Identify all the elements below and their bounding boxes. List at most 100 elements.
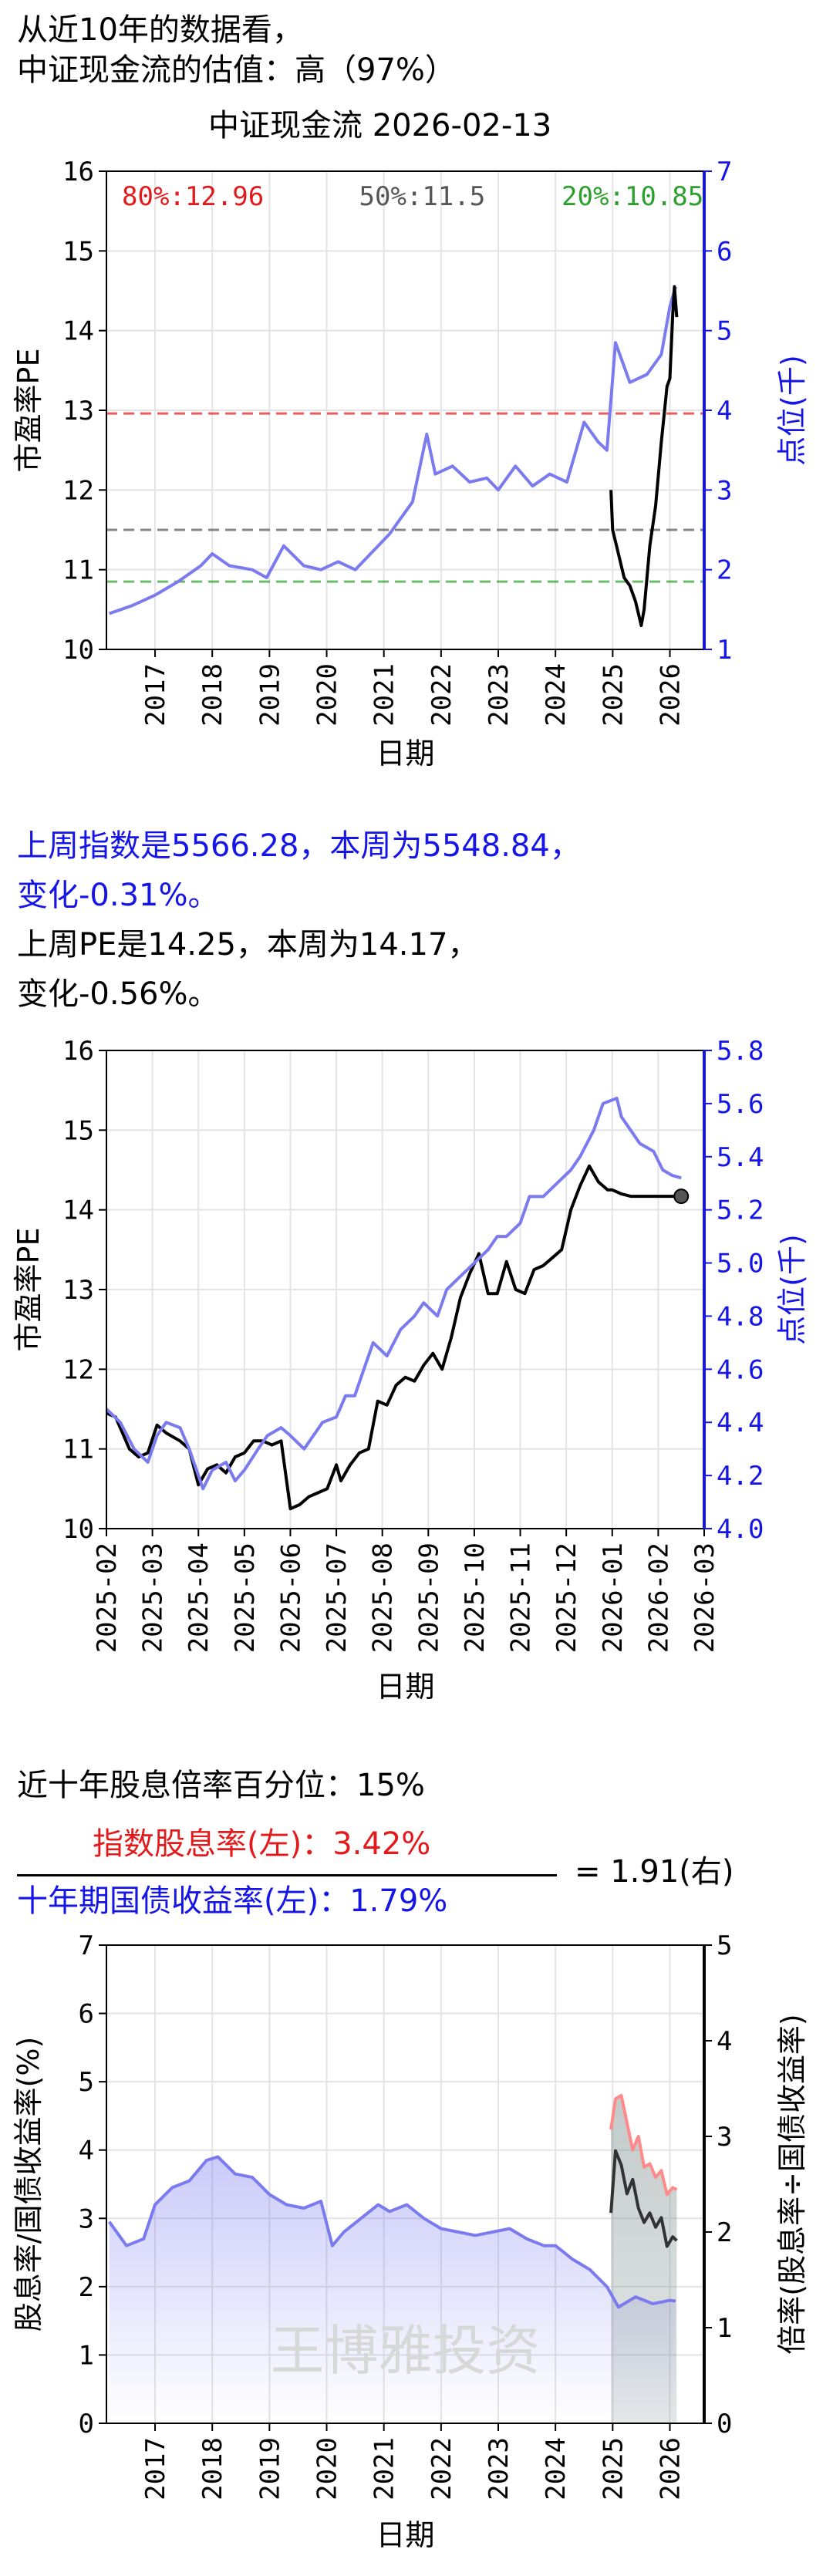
x-tick-label: 2021	[369, 2437, 400, 2500]
x-tick-label: 2020	[312, 663, 343, 727]
y-tick-label-left: 7	[79, 1930, 94, 1961]
x-tick-label: 2025	[598, 2437, 629, 2500]
y-tick-label-right: 5.6	[717, 1089, 764, 1120]
y-tick-label-right: 3	[717, 475, 732, 506]
y-tick-label-right: 2	[717, 555, 732, 586]
y-tick-label-right: 5.4	[717, 1142, 764, 1173]
x-tick-label: 2026-01	[598, 1543, 629, 1653]
y-tick-label-right: 4.0	[717, 1514, 764, 1545]
y-tick-label-right: 5	[717, 316, 732, 347]
y-tick-label-right: 1	[717, 2313, 732, 2344]
y-tick-label-left: 2	[79, 2272, 94, 2303]
y-tick-label-right: 4.8	[717, 1301, 764, 1332]
y-tick-label-left: 11	[62, 1435, 94, 1465]
latest-point-marker	[673, 1189, 690, 1205]
y-tick-label-right: 7	[717, 157, 732, 187]
x-tick-label: 2026-02	[643, 1543, 674, 1653]
y-tick-label-right: 1	[717, 635, 732, 666]
y-axis-label-left: 市盈率PE	[12, 349, 46, 473]
series-line-0	[109, 286, 677, 615]
y-axis-label-right: 点位(千)	[775, 1234, 809, 1345]
series-line-0	[106, 1164, 682, 1511]
y-tick-label-right: 5.0	[717, 1249, 764, 1280]
x-tick-label: 2017	[140, 663, 171, 727]
x-tick-label: 2025-07	[322, 1543, 352, 1653]
y-tick-label-left: 0	[79, 2409, 94, 2439]
y-tick-label-left: 16	[62, 1036, 94, 1067]
y-tick-label-left: 14	[62, 1195, 94, 1226]
percentile-label: 80%:12.96	[122, 181, 264, 212]
x-axis-label: 日期	[376, 737, 434, 770]
y-tick-label-left: 5	[79, 2067, 94, 2098]
x-tick-label: 2025-04	[184, 1543, 214, 1653]
x-tick-label: 2020	[312, 2437, 343, 2500]
y-tick-label-left: 4	[79, 2136, 94, 2166]
y-tick-label-right: 3	[717, 2122, 732, 2153]
conclusion-line-1: 从近10年的数据看，	[17, 12, 303, 48]
y-tick-label-left: 10	[62, 1514, 94, 1545]
y-tick-label-left: 3	[79, 2203, 94, 2234]
x-tick-label: 2025-06	[275, 1543, 306, 1653]
y-tick-label-left: 6	[79, 1999, 94, 2030]
y-tick-label-right: 2	[717, 2217, 732, 2248]
x-tick-label: 2023	[484, 2437, 514, 2500]
ratio-result: = 1.91(右)	[575, 1854, 734, 1890]
x-tick-label: 2025-02	[92, 1543, 123, 1653]
y-axis-label-right: 点位(千)	[775, 355, 809, 466]
weekly-index-change: 变化-0.31%。	[17, 878, 219, 913]
x-tick-label: 2019	[255, 663, 285, 727]
dividend-ratio-chart: 2017 2018 2019 2020 2021 2022 2023 2024 2025 2026…	[12, 1930, 809, 2552]
fraction-bar	[17, 1874, 557, 1876]
y-tick-label-left: 1	[79, 2340, 94, 2371]
weekly-index-line: 上周指数是5566.28，本周为5548.84，	[17, 828, 581, 864]
series-line-0	[108, 2155, 676, 2309]
x-axis-label: 日期	[376, 1670, 434, 1704]
y-tick-label-left: 12	[62, 1354, 94, 1385]
conclusion-line-2: 中证现金流的估值：高（97%）	[17, 52, 456, 88]
chart1-title: 中证现金流 2026-02-13	[208, 108, 552, 143]
bond-yield-text: 十年期国债收益率(左)：1.79%	[17, 1883, 448, 1919]
x-tick-label: 2025-12	[551, 1543, 582, 1653]
watermark: 王博雅投资	[271, 2319, 541, 2382]
x-axis-label: 日期	[376, 2518, 434, 2552]
y-tick-label-left: 12	[62, 475, 94, 506]
y-tick-label-right: 0	[717, 2409, 732, 2439]
x-tick-label: 2025-03	[138, 1543, 169, 1653]
weekly-pe-change: 变化-0.56%。	[17, 976, 219, 1012]
series-line-1	[609, 285, 679, 627]
x-tick-label: 2025	[598, 663, 629, 727]
x-tick-label: 2022	[427, 663, 457, 727]
y-tick-label-left: 11	[62, 555, 94, 586]
y-tick-label-right: 4	[717, 396, 732, 427]
x-tick-label: 2025-05	[230, 1543, 261, 1653]
x-tick-label: 2026-03	[690, 1543, 720, 1653]
x-tick-label: 2024	[541, 663, 572, 727]
y-tick-label-left: 13	[62, 396, 94, 427]
recent-year-chart: 2025-02 2025-03 2025-04 2025-05 2025-06 2025-…	[12, 1036, 809, 1704]
x-tick-label: 2026	[656, 2437, 686, 2500]
percentile-label: 20%:10.85	[562, 181, 703, 212]
y-axis-label-right: 倍率(股息率÷国债收益率)	[775, 2014, 809, 2355]
y-tick-label-right: 4.6	[717, 1354, 764, 1385]
x-tick-label: 2024	[541, 2437, 572, 2500]
y-tick-label-left: 16	[62, 157, 94, 187]
x-tick-label: 2019	[255, 2437, 285, 2500]
x-tick-label: 2025-09	[413, 1543, 444, 1653]
series-line-1	[105, 1097, 682, 1491]
x-tick-label: 2022	[427, 2437, 457, 2500]
x-tick-label: 2025-08	[368, 1543, 399, 1653]
x-tick-label: 2025-11	[506, 1543, 537, 1653]
series-line-2	[609, 2149, 678, 2248]
y-tick-label-left: 14	[62, 316, 94, 347]
valuation-history-chart: 2017 2018 2019 2020 2021 2022 2023 2024 2025 2026…	[12, 157, 809, 770]
y-tick-label-right: 6	[717, 236, 732, 267]
x-tick-label: 2017	[140, 2437, 171, 2500]
x-tick-label: 2018	[197, 663, 228, 727]
y-tick-label-right: 5.8	[717, 1036, 764, 1067]
bond-yield-area	[109, 2156, 676, 2423]
x-tick-label: 2023	[484, 663, 514, 727]
x-tick-label: 2018	[197, 2437, 228, 2500]
dividend-yield-text: 指数股息率(左)：3.42%	[93, 1826, 431, 1862]
dividend-yield-area	[611, 2095, 677, 2423]
y-tick-label-left: 15	[62, 236, 94, 267]
